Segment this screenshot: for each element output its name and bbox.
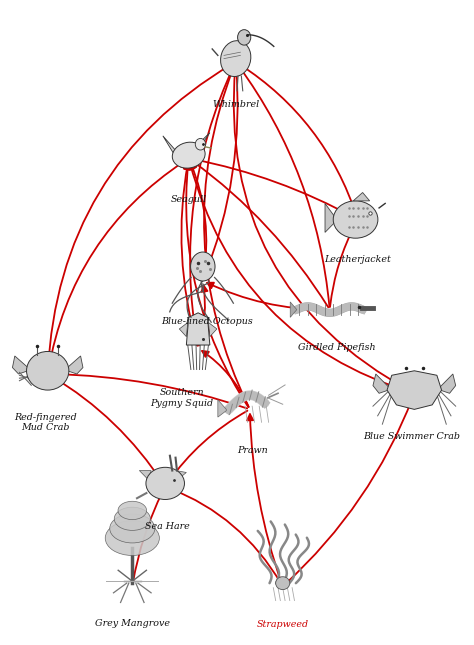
- Ellipse shape: [237, 30, 251, 45]
- Ellipse shape: [146, 468, 184, 499]
- Ellipse shape: [114, 507, 150, 530]
- Text: Blue Swimmer Crab: Blue Swimmer Crab: [364, 432, 460, 441]
- Polygon shape: [218, 400, 226, 417]
- Polygon shape: [12, 356, 28, 374]
- Text: Sea Hare: Sea Hare: [145, 522, 190, 531]
- Polygon shape: [353, 192, 370, 201]
- Text: Grey Mangrove: Grey Mangrove: [95, 619, 170, 628]
- Text: Strapweed: Strapweed: [256, 620, 309, 629]
- Polygon shape: [67, 356, 83, 374]
- Polygon shape: [290, 302, 297, 317]
- Text: Leatherjacket: Leatherjacket: [325, 255, 392, 264]
- Polygon shape: [163, 136, 177, 155]
- Ellipse shape: [276, 577, 290, 590]
- Text: Girdled Pipefish: Girdled Pipefish: [298, 343, 375, 352]
- Ellipse shape: [110, 514, 155, 543]
- Text: Southern
Pygmy Squid: Southern Pygmy Squid: [150, 388, 213, 408]
- Polygon shape: [186, 313, 210, 345]
- Ellipse shape: [172, 142, 205, 168]
- Text: Whimbrel: Whimbrel: [212, 101, 259, 110]
- Polygon shape: [193, 133, 210, 154]
- Text: Prawn: Prawn: [237, 446, 267, 455]
- Text: Red-fingered
Mud Crab: Red-fingered Mud Crab: [14, 413, 77, 432]
- Text: Blue-lined Octopus: Blue-lined Octopus: [162, 317, 254, 326]
- Ellipse shape: [105, 521, 159, 555]
- Ellipse shape: [191, 252, 215, 281]
- Polygon shape: [175, 471, 186, 480]
- Polygon shape: [209, 322, 217, 337]
- Polygon shape: [440, 374, 456, 393]
- Ellipse shape: [195, 139, 206, 150]
- Polygon shape: [179, 322, 188, 337]
- Ellipse shape: [118, 501, 146, 520]
- Polygon shape: [373, 374, 389, 393]
- Polygon shape: [387, 371, 442, 410]
- Ellipse shape: [220, 41, 251, 77]
- Polygon shape: [139, 471, 151, 480]
- Polygon shape: [325, 203, 335, 232]
- Ellipse shape: [333, 201, 378, 238]
- Text: Seagull: Seagull: [171, 195, 207, 204]
- Ellipse shape: [27, 352, 69, 390]
